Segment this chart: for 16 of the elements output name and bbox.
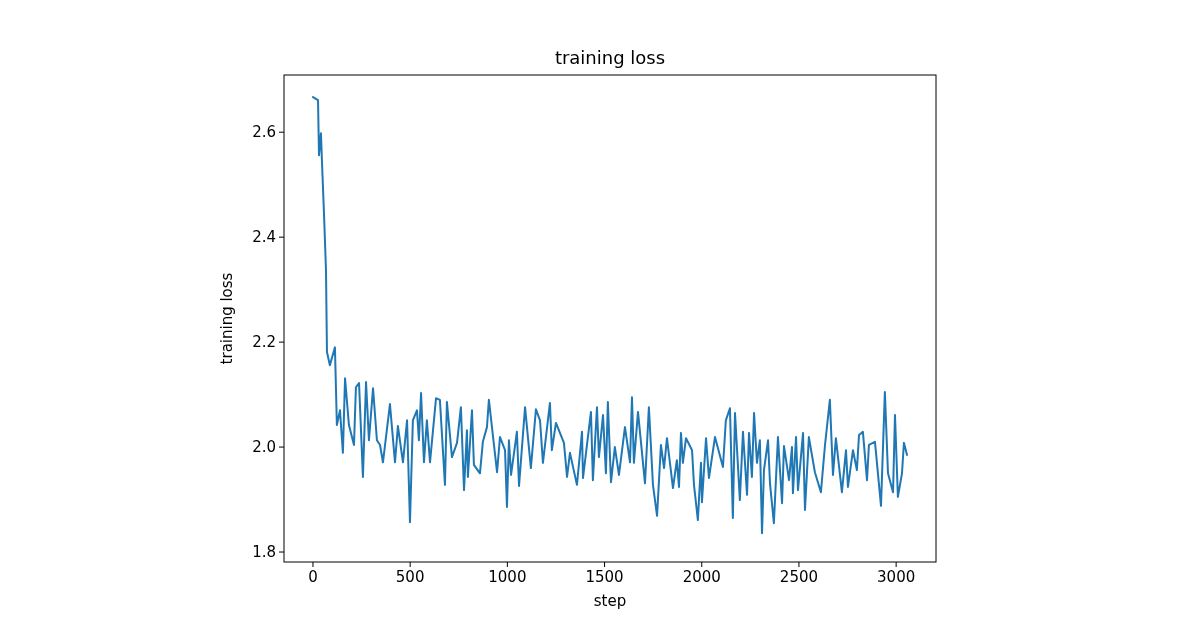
y-axis-title: training loss: [218, 272, 236, 365]
chart-title: training loss: [554, 47, 666, 68]
y-tick-label: 2.6: [252, 123, 276, 142]
y-tick-label: 2.2: [252, 333, 276, 352]
x-tick-label: 2000: [682, 568, 721, 586]
x-tick-label: 1500: [585, 568, 624, 586]
y-tick-label: 2.0: [252, 438, 276, 457]
x-tick-label: 3000: [877, 568, 916, 586]
x-tick-label: 2500: [779, 568, 819, 586]
x-tick-label: 0: [308, 568, 318, 586]
line-series: [311, 96, 909, 535]
x-tick-label: 1000: [488, 568, 527, 586]
x-tick-label: 500: [395, 568, 425, 586]
x-axis-title: step: [593, 592, 627, 610]
y-tick-label: 1.8: [252, 543, 276, 562]
y-tick-label: 2.4: [252, 228, 276, 247]
